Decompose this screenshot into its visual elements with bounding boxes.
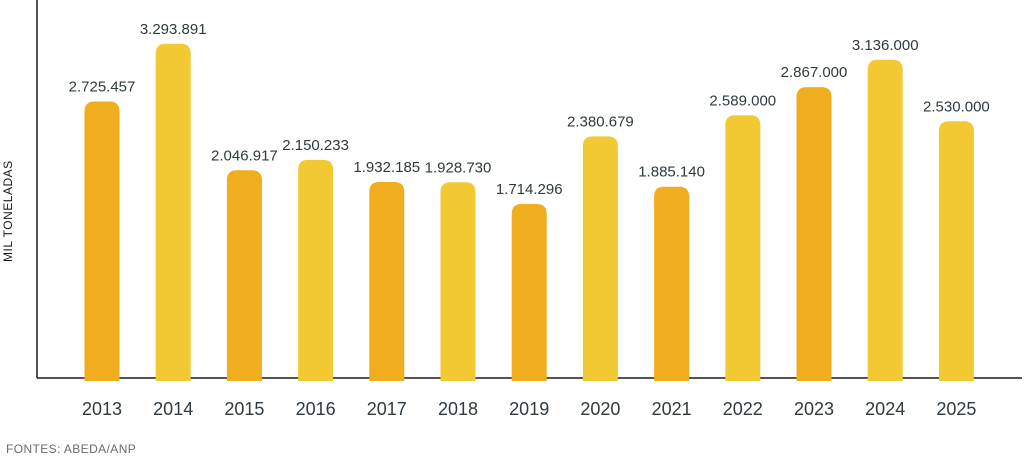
x-tick-label-2024: 2024 [865, 399, 905, 419]
x-tick-label-2021: 2021 [652, 399, 692, 419]
bar-2017 [369, 181, 405, 381]
source-note: FONTES: ABEDA/ANP [6, 442, 137, 456]
bar-2015 [226, 170, 262, 381]
bar-2013 [84, 101, 120, 381]
value-label-2024: 3.136.000 [852, 37, 919, 54]
x-tick-label-2025: 2025 [936, 399, 976, 419]
bar-chart: MIL TONELADAS 2.725.457 3.293.891 2.046.91… [1, 0, 1022, 419]
bar-2022 [725, 115, 761, 381]
value-labels-group: 2.725.457 3.293.891 2.046.9172.150.2331.93… [69, 21, 990, 198]
bar-2014 [155, 43, 191, 382]
value-label-2016: 2.150.233 [282, 137, 349, 154]
x-tick-label-2017: 2017 [367, 399, 407, 419]
value-label-2023: 2.867.000 [781, 64, 848, 81]
bar-2024 [867, 59, 903, 381]
value-label-2014: 3.293.891 [140, 21, 207, 38]
x-tick-label-2022: 2022 [723, 399, 763, 419]
x-tick-labels-group: 2013 2014 2015 2016 2017 2018 2019 2020 2021 2022… [82, 399, 976, 419]
bar-2019 [511, 204, 547, 381]
x-tick-label-2016: 2016 [296, 399, 336, 419]
value-label-2025: 2.530.000 [923, 98, 990, 115]
x-tick-label-2019: 2019 [509, 399, 549, 419]
value-label-2013: 2.725.457 [69, 78, 136, 95]
x-tick-label-2014: 2014 [153, 399, 193, 419]
x-tick-label-2018: 2018 [438, 399, 478, 419]
value-label-2018: 1.928.730 [425, 159, 492, 176]
bars-group [84, 43, 974, 382]
bar-2020 [582, 136, 618, 381]
bar-2016 [298, 159, 334, 381]
x-tick-label-2020: 2020 [580, 399, 620, 419]
bar-2021 [654, 186, 690, 381]
value-label-2022: 2.589.000 [709, 92, 776, 109]
x-tick-label-2023: 2023 [794, 399, 834, 419]
x-tick-label-2015: 2015 [224, 399, 264, 419]
value-label-2015: 2.046.917 [211, 147, 278, 164]
value-label-2017: 1.932.185 [353, 159, 420, 176]
bar-2023 [796, 87, 832, 381]
value-label-2019: 1.714.296 [496, 181, 563, 198]
value-label-2021: 1.885.140 [638, 164, 705, 181]
bar-2018 [440, 182, 476, 381]
bar-2025 [938, 121, 974, 381]
x-tick-label-2013: 2013 [82, 399, 122, 419]
value-label-2020: 2.380.679 [567, 113, 634, 130]
y-axis-label: MIL TONELADAS [1, 160, 15, 262]
